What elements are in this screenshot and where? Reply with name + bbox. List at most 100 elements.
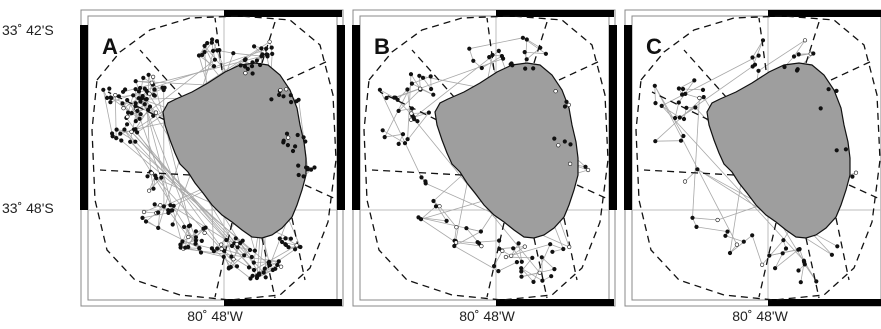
track-line — [725, 235, 744, 243]
location-point — [490, 52, 495, 58]
track-line — [253, 245, 297, 271]
frame-bar-left — [624, 25, 632, 210]
location-point — [309, 167, 314, 172]
location-point — [224, 237, 229, 243]
location-point — [156, 210, 161, 215]
frame-bar-left — [80, 25, 88, 210]
location-point — [142, 86, 147, 91]
location-point — [516, 241, 521, 246]
location-point — [678, 138, 684, 143]
location-point — [251, 260, 256, 265]
track-line — [382, 129, 406, 144]
location-point — [552, 267, 557, 272]
location-point — [281, 140, 286, 145]
location-point — [249, 64, 255, 69]
zone-divider — [411, 49, 456, 99]
location-point — [396, 108, 401, 113]
location-point — [263, 275, 268, 280]
location-point — [193, 235, 198, 240]
location-point — [122, 127, 127, 132]
location-point — [653, 139, 658, 144]
track-line — [135, 109, 149, 130]
track-line — [498, 261, 518, 272]
zone-divider — [214, 17, 223, 71]
track-line — [131, 131, 264, 273]
location-point — [211, 64, 217, 69]
location-point — [298, 244, 303, 250]
location-point — [673, 115, 678, 121]
location-point — [124, 122, 130, 127]
location-point — [159, 175, 164, 180]
location-point — [416, 215, 421, 220]
track-line — [793, 40, 806, 57]
location-point — [126, 110, 131, 115]
location-point — [135, 108, 140, 113]
location-points — [101, 37, 317, 281]
track-line — [143, 204, 161, 213]
latitude-label-bottom: 33˚ 48'S — [2, 200, 54, 216]
location-point — [187, 223, 193, 228]
location-point — [531, 279, 536, 285]
location-point — [471, 58, 476, 63]
location-point — [281, 94, 286, 99]
location-point — [377, 87, 382, 92]
zone-divider — [486, 17, 495, 71]
location-point — [210, 37, 215, 42]
location-point — [562, 104, 568, 109]
location-point — [497, 246, 502, 251]
location-point — [137, 116, 142, 121]
location-point — [420, 75, 426, 80]
location-point — [205, 40, 210, 46]
location-point — [561, 246, 566, 252]
zone-divider — [805, 237, 820, 299]
location-point — [240, 238, 245, 243]
location-point — [101, 87, 106, 92]
location-point — [537, 270, 542, 275]
location-point — [522, 49, 527, 55]
location-point — [285, 143, 291, 148]
location-point — [428, 74, 433, 79]
location-point — [773, 266, 778, 271]
track-line — [182, 228, 204, 242]
location-point — [234, 264, 240, 269]
location-point — [242, 57, 247, 63]
location-point — [826, 87, 831, 92]
zone-divider — [533, 237, 548, 299]
location-point — [144, 96, 149, 102]
zone-divider — [99, 169, 191, 176]
track-line — [455, 240, 480, 244]
location-point — [540, 278, 545, 283]
location-point — [760, 262, 765, 267]
location-point — [475, 240, 480, 245]
location-point — [143, 219, 149, 224]
location-point — [796, 268, 801, 273]
frame-bar-left — [352, 25, 360, 210]
track-line — [170, 204, 227, 241]
location-point — [814, 279, 819, 284]
location-point — [296, 97, 301, 102]
location-point — [409, 81, 414, 86]
location-point — [429, 86, 434, 92]
location-point — [811, 51, 816, 56]
location-point — [161, 204, 166, 209]
location-point — [524, 57, 529, 62]
location-point — [138, 112, 143, 117]
location-point — [277, 92, 282, 97]
location-point — [215, 48, 220, 53]
zone-divider — [371, 169, 463, 176]
location-point — [417, 73, 422, 78]
location-point — [114, 136, 119, 141]
location-point — [794, 68, 800, 73]
location-point — [519, 259, 524, 264]
location-point — [818, 106, 823, 111]
location-point — [202, 230, 207, 235]
location-point — [701, 94, 706, 100]
location-point — [219, 242, 224, 247]
location-point — [153, 110, 159, 115]
location-point — [312, 165, 317, 170]
location-point — [409, 106, 415, 111]
location-point — [114, 127, 119, 132]
zone-divider — [304, 184, 339, 201]
location-point — [247, 247, 253, 253]
location-point — [147, 104, 153, 109]
